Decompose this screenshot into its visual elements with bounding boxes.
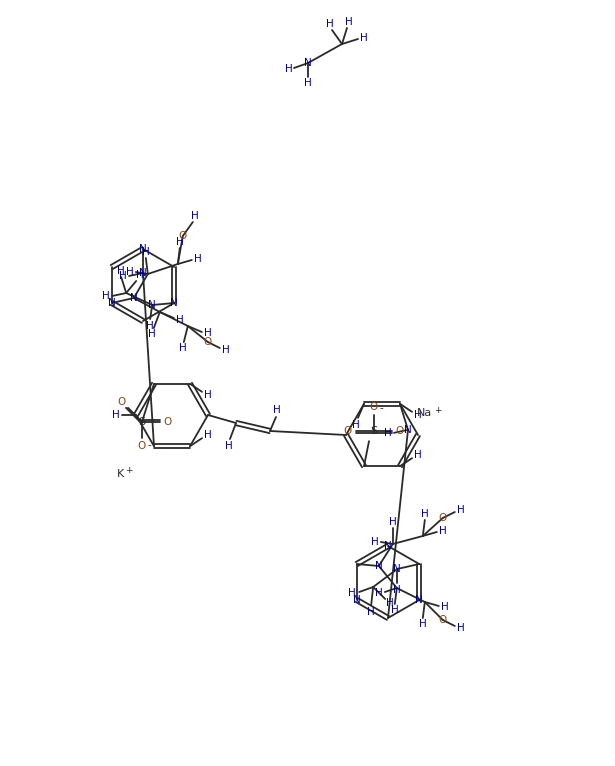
Text: H: H — [457, 505, 465, 515]
Text: H: H — [225, 441, 233, 451]
Text: N: N — [170, 298, 178, 308]
Text: H: H — [176, 237, 184, 247]
Text: H: H — [375, 588, 383, 598]
Text: N: N — [139, 244, 147, 254]
Text: O: O — [438, 615, 447, 625]
Text: H: H — [204, 328, 212, 338]
Text: H: H — [394, 585, 401, 595]
Text: H: H — [419, 619, 427, 629]
Text: N: N — [394, 564, 401, 574]
Text: H: H — [102, 291, 110, 301]
Text: S: S — [370, 426, 378, 436]
Text: H: H — [384, 428, 392, 438]
Text: H: H — [176, 315, 184, 325]
Text: O: O — [138, 440, 146, 451]
Text: H: H — [112, 410, 120, 420]
Text: H: H — [117, 266, 125, 276]
Text: H: H — [345, 17, 353, 27]
Text: H: H — [326, 19, 334, 29]
Text: H: H — [414, 450, 422, 460]
Text: H: H — [414, 410, 422, 420]
Text: N: N — [384, 541, 392, 551]
Text: N: N — [375, 561, 383, 571]
Text: H: H — [191, 211, 199, 221]
Text: O: O — [164, 417, 172, 427]
Text: N: N — [108, 298, 116, 308]
Text: H: H — [179, 343, 187, 353]
Text: O: O — [438, 513, 447, 523]
Text: S: S — [138, 417, 146, 427]
Text: H: H — [222, 345, 229, 355]
Text: H: H — [273, 405, 281, 415]
Text: H: H — [352, 420, 360, 430]
Text: -: - — [379, 403, 383, 413]
Text: +: + — [434, 406, 442, 414]
Text: N: N — [404, 425, 412, 435]
Text: O: O — [118, 397, 126, 407]
Text: H: H — [441, 602, 449, 612]
Text: N: N — [139, 268, 147, 278]
Text: H: H — [146, 321, 154, 331]
Text: N: N — [148, 300, 156, 310]
Text: N: N — [353, 595, 361, 605]
Text: N: N — [304, 58, 312, 68]
Text: H: H — [148, 329, 156, 339]
Text: H: H — [137, 270, 144, 280]
Text: -: - — [147, 440, 151, 450]
Text: Na: Na — [416, 408, 432, 418]
Text: K: K — [116, 469, 124, 479]
Text: H: H — [371, 537, 379, 547]
Text: H: H — [389, 517, 397, 527]
Text: H: H — [348, 588, 356, 598]
Text: H: H — [439, 526, 446, 536]
Text: H: H — [391, 605, 399, 615]
Text: H: H — [126, 267, 133, 277]
Text: H: H — [204, 390, 212, 400]
Text: O: O — [204, 337, 212, 347]
Text: H: H — [142, 247, 149, 257]
Text: H: H — [421, 509, 429, 519]
Text: H: H — [194, 254, 202, 264]
Text: O: O — [344, 426, 352, 436]
Text: H: H — [119, 271, 127, 281]
Text: H: H — [360, 33, 368, 43]
Text: H: H — [457, 623, 465, 633]
Text: O: O — [370, 402, 378, 412]
Text: N: N — [415, 595, 423, 605]
Text: O: O — [179, 231, 187, 241]
Text: H: H — [285, 64, 293, 74]
Text: H: H — [304, 78, 312, 88]
Text: H: H — [386, 598, 394, 608]
Text: H: H — [204, 430, 212, 440]
Text: N: N — [130, 293, 138, 303]
Text: H: H — [367, 607, 375, 617]
Text: +: + — [125, 466, 133, 476]
Text: O: O — [396, 426, 404, 436]
